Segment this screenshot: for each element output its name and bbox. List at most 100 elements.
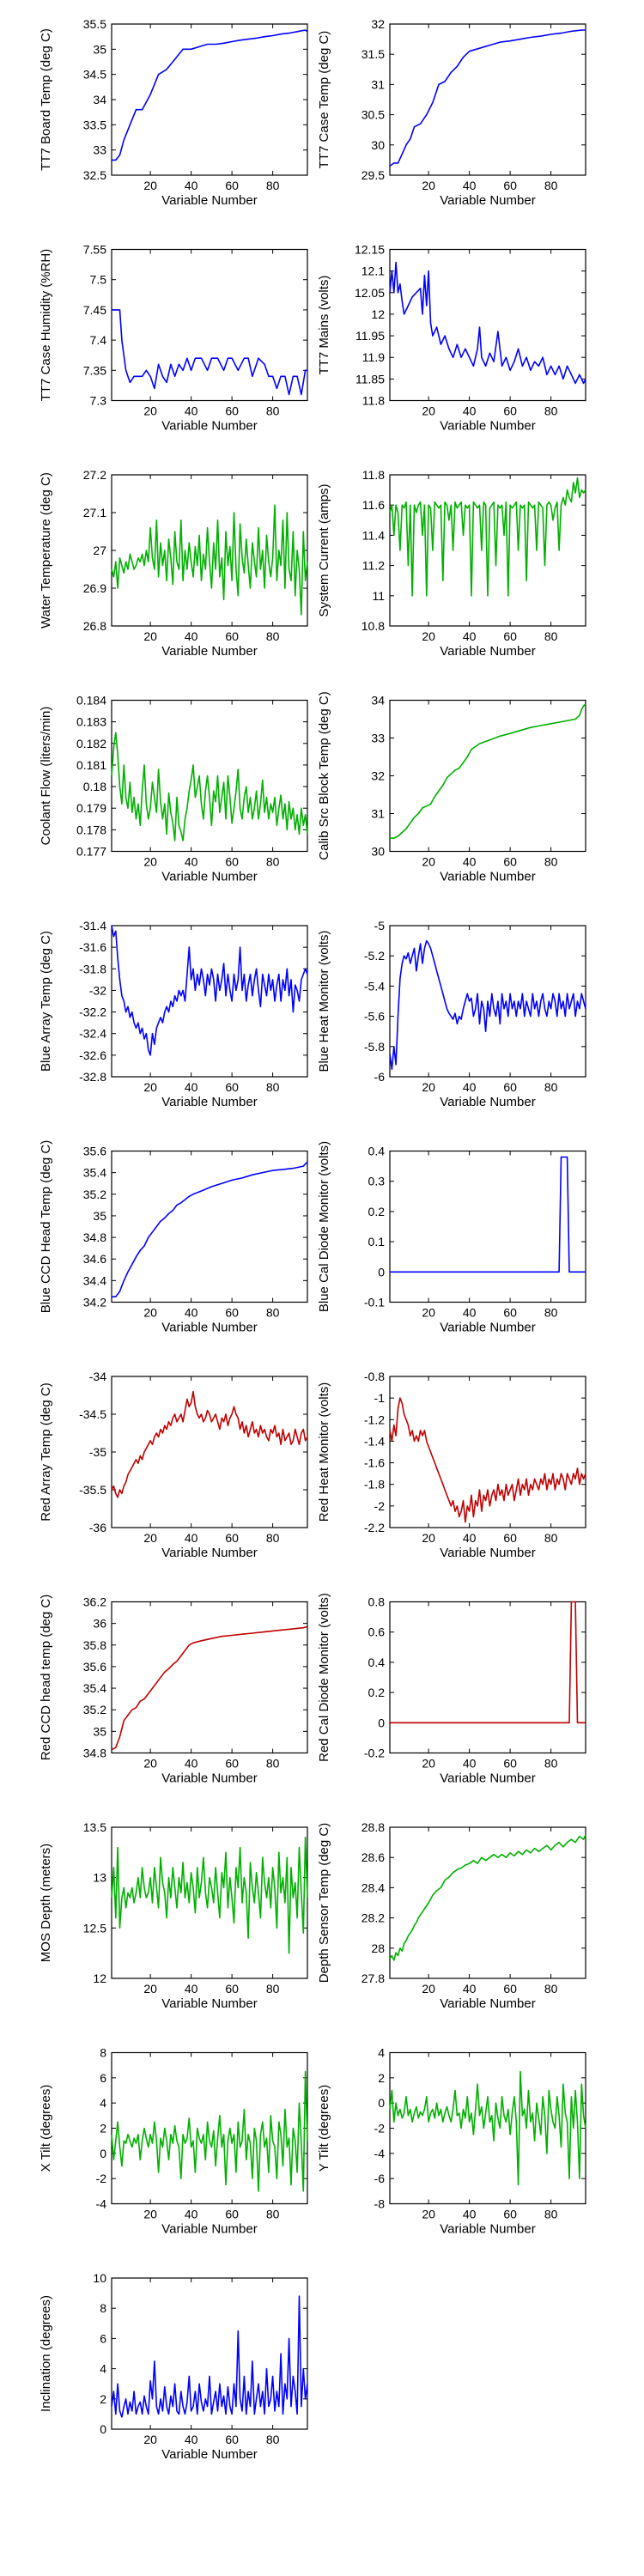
y-tick-label: 28.4 bbox=[361, 1880, 385, 1894]
y-tick-label: -0.8 bbox=[364, 1370, 385, 1383]
y-tick-label: -5.4 bbox=[364, 979, 385, 993]
y-tick-label: 7.3 bbox=[90, 394, 107, 408]
x-tick-label: 20 bbox=[422, 2208, 435, 2221]
x-axis-label: Variable Number bbox=[161, 870, 257, 884]
y-tick-label: 7.4 bbox=[90, 333, 107, 347]
y-tick-label: 7.55 bbox=[83, 243, 106, 257]
x-tick-label: 80 bbox=[544, 1982, 558, 1996]
x-tick-label: 20 bbox=[143, 404, 157, 418]
series-line bbox=[111, 2070, 308, 2192]
y-tick-label: 12.1 bbox=[361, 264, 385, 278]
x-tick-label: 80 bbox=[544, 629, 558, 643]
chart-panel: 26.8 26.9 27 27.1 27.2 20 40 60 80 Variable Numbe… bbox=[39, 468, 308, 659]
y-tick-label: 2 bbox=[100, 2122, 106, 2136]
y-tick-label: 26.9 bbox=[83, 581, 106, 595]
y-tick-label: 0.182 bbox=[76, 737, 106, 750]
x-axis-label: Variable Number bbox=[440, 1095, 535, 1109]
y-tick-label: 0 bbox=[378, 1265, 385, 1279]
y-tick-label: 35 bbox=[93, 42, 106, 56]
x-tick-label: 40 bbox=[463, 855, 477, 869]
x-tick-label: 40 bbox=[463, 1080, 477, 1094]
y-tick-label: -31.6 bbox=[79, 940, 106, 954]
y-tick-label: 7.35 bbox=[83, 363, 106, 377]
x-axis-label: Variable Number bbox=[161, 2222, 257, 2237]
x-axis-label: Variable Number bbox=[440, 644, 535, 659]
y-tick-label: 34.2 bbox=[83, 1296, 106, 1309]
y-tick-label: 0.183 bbox=[76, 715, 106, 729]
y-tick-label: -1 bbox=[374, 1391, 386, 1405]
y-tick-label: 35.4 bbox=[83, 1166, 106, 1180]
y-tick-label: 28.8 bbox=[361, 1820, 385, 1834]
y-tick-label: 27.2 bbox=[83, 468, 106, 482]
y-tick-label: 7.45 bbox=[83, 303, 106, 317]
y-tick-label: 28.6 bbox=[361, 1850, 385, 1864]
series-line bbox=[112, 1161, 308, 1297]
x-tick-label: 80 bbox=[266, 404, 280, 418]
y-axis-label: Red Array Temp (deg C) bbox=[39, 1382, 53, 1521]
y-tick-label: 11 bbox=[372, 589, 385, 603]
x-tick-label: 60 bbox=[225, 1757, 239, 1771]
x-tick-label: 40 bbox=[463, 1306, 477, 1320]
plot-frame bbox=[111, 1376, 308, 1528]
y-tick-label: -1.2 bbox=[364, 1413, 385, 1426]
y-tick-label: -34 bbox=[89, 1370, 106, 1383]
series-line bbox=[111, 732, 308, 841]
y-tick-label: 35 bbox=[93, 1724, 106, 1738]
y-tick-label: 6 bbox=[100, 2331, 106, 2345]
x-tick-label: 40 bbox=[463, 1982, 477, 1996]
chart-panel: -4 -2 0 2 4 6 8 20 40 60 80 Variable Number X Tilt (… bbox=[39, 2046, 308, 2237]
y-tick-label: 0.177 bbox=[76, 845, 106, 859]
y-tick-label: -32.4 bbox=[79, 1027, 106, 1041]
x-axis-label: Variable Number bbox=[161, 1321, 257, 1335]
y-tick-label: -6 bbox=[374, 2172, 386, 2185]
x-axis-label: Variable Number bbox=[161, 419, 257, 434]
y-tick-label: 34.6 bbox=[83, 1252, 106, 1266]
y-tick-label: -1.4 bbox=[364, 1434, 385, 1448]
series-line bbox=[111, 1625, 308, 1751]
y-tick-label: -31.4 bbox=[79, 919, 106, 933]
y-tick-label: 35.6 bbox=[83, 1145, 106, 1158]
x-tick-label: 40 bbox=[185, 1080, 198, 1094]
plot-frame bbox=[389, 2051, 586, 2205]
x-tick-label: 40 bbox=[463, 2208, 477, 2221]
x-axis-label: Variable Number bbox=[440, 1321, 535, 1335]
series-line bbox=[390, 1156, 586, 1273]
x-axis-label: Variable Number bbox=[161, 1996, 257, 2011]
chart-panel: -0.1 0 0.1 0.2 0.3 0.4 20 40 60 80 Variable Number… bbox=[317, 1141, 586, 1335]
y-tick-label: 34.5 bbox=[83, 68, 106, 82]
y-tick-label: 35.4 bbox=[83, 1681, 106, 1695]
chart-panel: 29.5 30 30.5 31 31.5 32 20 40 60 80 Variable Numbe… bbox=[317, 17, 586, 208]
chart-panel: 11.8 11.85 11.9 11.95 12 12.05 12.1 12.15 20 40 60… bbox=[317, 243, 586, 434]
y-tick-label: 36 bbox=[93, 1617, 106, 1631]
y-tick-label: 27.1 bbox=[83, 506, 106, 519]
y-tick-label: 35.5 bbox=[83, 17, 106, 31]
y-tick-label: -4 bbox=[374, 2147, 386, 2160]
y-tick-label: 13.5 bbox=[83, 1820, 106, 1834]
x-tick-label: 20 bbox=[143, 629, 157, 643]
plot-frame bbox=[111, 23, 308, 176]
y-tick-label: 4 bbox=[100, 2096, 106, 2110]
x-tick-label: 60 bbox=[503, 629, 517, 643]
y-tick-label: 6 bbox=[100, 2071, 106, 2085]
y-tick-label: 31 bbox=[371, 807, 385, 821]
y-tick-label: -6 bbox=[374, 1070, 386, 1084]
y-tick-label: 28.2 bbox=[361, 1911, 385, 1925]
plot-frame bbox=[389, 248, 586, 402]
x-tick-label: 20 bbox=[422, 179, 435, 192]
x-tick-label: 80 bbox=[544, 855, 558, 869]
y-axis-label: Blue Cal Diode Monitor (volts) bbox=[317, 1141, 331, 1312]
x-tick-label: 80 bbox=[266, 1757, 280, 1771]
chart-panel: 7.3 7.35 7.4 7.45 7.5 7.55 20 40 60 80 Variable Nu… bbox=[39, 243, 308, 434]
x-tick-label: 40 bbox=[185, 629, 198, 643]
y-tick-label: -5.2 bbox=[364, 949, 385, 963]
x-tick-label: 40 bbox=[185, 855, 198, 869]
chart-panel: 34.8 35 35.2 35.4 35.6 35.8 36 36.2 20 40 60 80 Vari… bbox=[39, 1595, 308, 1786]
y-tick-label: 0.2 bbox=[368, 1205, 386, 1218]
chart-panel: 30 31 32 33 34 20 40 60 80 Variable Number Calib S… bbox=[317, 691, 586, 884]
y-tick-label: 11.9 bbox=[362, 350, 385, 364]
y-tick-label: -5.6 bbox=[364, 1010, 385, 1024]
y-axis-label: Calib Src Block Temp (deg C) bbox=[317, 691, 331, 860]
series-line bbox=[389, 29, 586, 167]
x-tick-label: 80 bbox=[544, 1306, 558, 1320]
